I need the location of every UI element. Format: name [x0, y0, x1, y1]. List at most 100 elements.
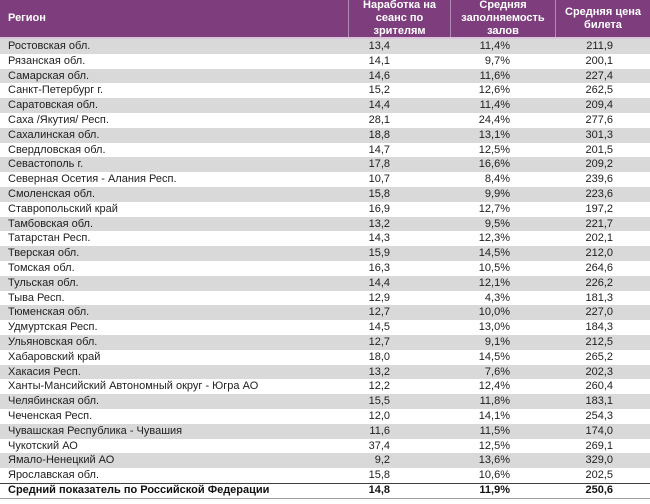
table-row: Самарская обл. 14,6 11,6% 227,4 — [0, 68, 650, 84]
table-row: Саха /Якутия/ Респ. 28,1 24,4% 277,6 — [0, 112, 650, 128]
price-cell: 184,3 — [585, 321, 613, 334]
region-cell: Смоленская обл. — [8, 187, 96, 200]
occupancy-cell: 10,5% — [478, 261, 510, 274]
occupancy-cell: 7,6% — [484, 365, 510, 378]
table-row: Северная Осетия - Алания Респ. 10,7 8,4%… — [0, 172, 650, 187]
price-cell: 269,1 — [585, 439, 613, 452]
price-cell: 202,3 — [585, 365, 613, 378]
occupancy-cell: 11,8% — [479, 395, 510, 408]
table-row: Тюменская обл. 12,7 10,0% 227,0 — [0, 305, 650, 321]
total-occupancy-cell: 11,9% — [479, 484, 510, 497]
table-row: Санкт-Петербург г. 15,2 12,6% 262,5 — [0, 83, 650, 99]
occupancy-cell: 12,5% — [478, 143, 510, 156]
occupancy-cell: 11,5% — [479, 424, 510, 437]
per-session-cell: 12,2 — [368, 380, 390, 393]
price-cell: 223,6 — [585, 187, 613, 200]
per-session-cell: 14,1 — [368, 54, 390, 67]
total-per-session-cell: 14,8 — [368, 484, 390, 497]
price-cell: 265,2 — [585, 350, 613, 363]
price-cell: 260,4 — [585, 380, 613, 393]
region-cell: Тамбовская обл. — [8, 217, 94, 230]
table-row: Смоленская обл. 15,8 9,9% 223,6 — [0, 186, 650, 202]
per-session-cell: 37,4 — [368, 439, 390, 452]
occupancy-cell: 9,9% — [484, 187, 510, 200]
table-row: Тыва Респ. 12,9 4,3% 181,3 — [0, 290, 650, 306]
occupancy-cell: 14,5% — [478, 247, 510, 260]
occupancy-cell: 12,3% — [478, 232, 510, 245]
per-session-cell: 14,7 — [368, 143, 390, 156]
table-row: Свердловская обл. 14,7 12,5% 201,5 — [0, 142, 650, 158]
table-row: Хакасия Респ. 13,2 7,6% 202,3 — [0, 364, 650, 380]
occupancy-cell: 10,6% — [478, 469, 510, 482]
occupancy-cell: 13,1% — [478, 128, 510, 141]
table-row: Тверская обл. 15,9 14,5% 212,0 — [0, 246, 650, 261]
region-cell: Ставропольский край — [8, 202, 118, 215]
occupancy-cell: 11,4% — [479, 40, 510, 52]
region-cell: Ярославская обл. — [8, 469, 100, 482]
table-header: Регион Наработка на сеанс по зрителям Ср… — [0, 0, 650, 39]
per-session-cell: 16,3 — [368, 261, 390, 274]
region-cell: Томская обл. — [8, 261, 75, 274]
occupancy-cell: 12,6% — [478, 84, 510, 97]
per-session-cell: 13,4 — [368, 40, 390, 52]
table-row: Чукотский АО 37,4 12,5% 269,1 — [0, 438, 650, 454]
price-cell: 226,2 — [585, 276, 613, 289]
occupancy-cell: 13,0% — [478, 321, 510, 334]
per-session-cell: 15,8 — [368, 187, 390, 200]
per-session-cell: 18,0 — [368, 350, 390, 363]
region-cell: Тульская обл. — [8, 276, 79, 289]
per-session-cell: 15,5 — [368, 395, 390, 408]
occupancy-cell: 9,7% — [484, 54, 510, 67]
per-session-cell: 10,7 — [368, 173, 390, 186]
table-row: Сахалинская обл. 18,8 13,1% 301,3 — [0, 127, 650, 143]
price-cell: 239,6 — [585, 173, 613, 186]
occupancy-cell: 14,1% — [478, 409, 510, 422]
region-cell: Удмуртская Респ. — [8, 321, 98, 334]
region-cell: Сахалинская обл. — [8, 128, 100, 141]
price-cell: 202,1 — [585, 232, 613, 245]
occupancy-cell: 14,5% — [478, 350, 510, 363]
per-session-cell: 12,7 — [368, 306, 390, 319]
per-session-cell: 9,2 — [374, 454, 390, 467]
region-cell: Рязанская обл. — [8, 54, 86, 67]
per-session-cell: 12,9 — [368, 291, 390, 304]
price-cell: 202,5 — [585, 469, 613, 482]
region-cell: Хакасия Респ. — [8, 365, 81, 378]
region-cell: Чукотский АО — [8, 439, 78, 452]
per-session-cell: 14,4 — [368, 99, 390, 112]
region-cell: Санкт-Петербург г. — [8, 84, 104, 97]
per-session-cell: 14,3 — [368, 232, 390, 245]
table-row: Ярославская обл. 15,8 10,6% 202,5 — [0, 468, 650, 483]
region-cell: Ханты-Мансийский Автономный округ - Югра… — [8, 380, 259, 393]
table-row: Ставропольский край 16,9 12,7% 197,2 — [0, 201, 650, 217]
region-cell: Саха /Якутия/ Респ. — [8, 113, 109, 126]
table-row: Татарстан Респ. 14,3 12,3% 202,1 — [0, 231, 650, 247]
occupancy-cell: 12,4% — [478, 380, 510, 393]
occupancy-cell: 8,4% — [484, 173, 510, 186]
price-cell: 183,1 — [585, 395, 613, 408]
region-cell: Челябинская обл. — [8, 395, 100, 408]
region-cell: Ульяновская обл. — [8, 335, 98, 348]
region-cell: Северная Осетия - Алания Респ. — [8, 173, 177, 186]
table-row: Чувашская Республика - Чувашия 11,6 11,5… — [0, 423, 650, 439]
price-cell: 301,3 — [585, 128, 613, 141]
region-cell: Саратовская обл. — [8, 99, 99, 112]
table-row: Тульская обл. 14,4 12,1% 226,2 — [0, 275, 650, 291]
per-session-cell: 16,9 — [368, 202, 390, 215]
region-cell: Ростовская обл. — [8, 40, 91, 52]
price-cell: 227,4 — [585, 69, 613, 82]
occupancy-cell: 9,5% — [484, 217, 510, 230]
table-row: Челябинская обл. 15,5 11,8% 183,1 — [0, 394, 650, 409]
price-cell: 227,0 — [585, 306, 613, 319]
region-cell: Тверская обл. — [8, 247, 80, 260]
region-cell: Чеченская Респ. — [8, 409, 93, 422]
price-cell: 277,6 — [585, 113, 613, 126]
occupancy-cell: 12,5% — [478, 439, 510, 452]
table-row: Ханты-Мансийский Автономный округ - Югра… — [0, 379, 650, 395]
price-cell: 201,5 — [585, 143, 613, 156]
occupancy-cell: 11,4% — [479, 99, 510, 112]
price-cell: 329,0 — [585, 454, 613, 467]
region-cell: Тюменская обл. — [8, 306, 90, 319]
occupancy-cell: 9,1% — [484, 335, 510, 348]
per-session-cell: 15,8 — [368, 469, 390, 482]
